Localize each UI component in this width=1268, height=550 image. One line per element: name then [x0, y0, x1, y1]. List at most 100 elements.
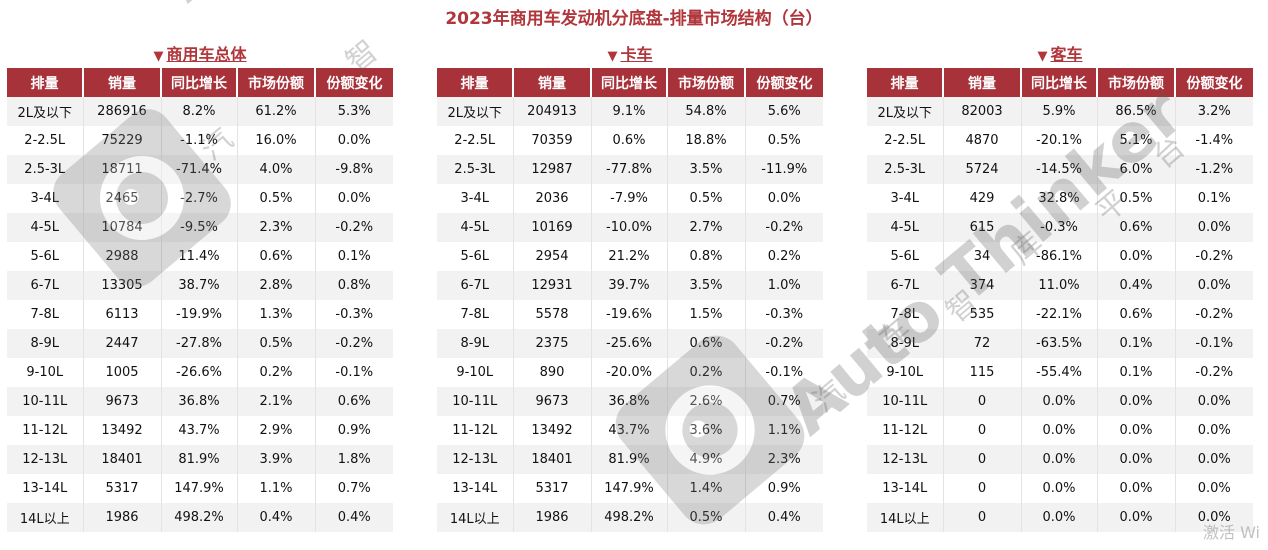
table-row: 2L及以下 204913 9.1% 54.8% 5.6%: [437, 97, 823, 126]
table-cell: -0.2%: [314, 329, 393, 358]
table-cell: -9.5%: [160, 213, 237, 242]
table-row: 5-6L 2988 11.4% 0.6% 0.1%: [7, 242, 393, 271]
table-cell: 0.0%: [314, 184, 393, 213]
table-row: 5-6L 34 -86.1% 0.0% -0.2%: [867, 242, 1253, 271]
section-title: ▼ 客车: [867, 40, 1253, 68]
table-cell: 1005: [82, 358, 161, 387]
table-cell: 8.2%: [160, 97, 237, 126]
table-cell: 5.3%: [314, 97, 393, 126]
table-row: 3-4L 2465 -2.7% 0.5% 0.0%: [7, 184, 393, 213]
table-cell: 38.7%: [160, 271, 237, 300]
table-cell: 0.0%: [1174, 387, 1253, 416]
table-cell: 13-14L: [867, 474, 943, 503]
table-cell: 5317: [512, 474, 591, 503]
table-cell: -27.8%: [160, 329, 237, 358]
table-cell: 615: [942, 213, 1021, 242]
table-cell: -1.4%: [1174, 126, 1253, 155]
table-cell: 1986: [82, 503, 161, 532]
table-cell: 5-6L: [437, 242, 513, 271]
table-row: 2L及以下 82003 5.9% 86.5% 3.2%: [867, 97, 1253, 126]
table-cell: 0.6%: [590, 126, 667, 155]
table-cell: 2036: [512, 184, 591, 213]
table-cell: -20.0%: [590, 358, 667, 387]
table-cell: 0.6%: [1096, 213, 1175, 242]
table-row: 6-7L 374 11.0% 0.4% 0.0%: [867, 271, 1253, 300]
table-cell: -20.1%: [1020, 126, 1097, 155]
table-cell: 0.4%: [744, 503, 823, 532]
table-row: 14L以上 1986 498.2% 0.5% 0.4%: [437, 503, 823, 532]
table-cell: -0.1%: [744, 358, 823, 387]
table-cell: 2.6%: [666, 387, 745, 416]
table-cell: 1.1%: [744, 416, 823, 445]
table-cell: 0.5%: [236, 329, 315, 358]
table-cell: 11.4%: [160, 242, 237, 271]
table-cell: 0.5%: [236, 184, 315, 213]
table-cell: -7.9%: [590, 184, 667, 213]
table-cell: 7-8L: [867, 300, 943, 329]
table-cell: 2447: [82, 329, 161, 358]
table-cell: 0.4%: [314, 503, 393, 532]
table-cell: 2L及以下: [437, 97, 513, 126]
table-cell: 10-11L: [867, 387, 943, 416]
triangle-down-icon: ▼: [607, 49, 618, 64]
table-cell: 0.0%: [1174, 416, 1253, 445]
table-row: 11-12L 0 0.0% 0.0% 0.0%: [867, 416, 1253, 445]
table-cell: 4.0%: [236, 155, 315, 184]
header-row: 排量 销量 同比增长 市场份额 份额变化: [867, 68, 1253, 97]
table-cell: 9673: [82, 387, 161, 416]
table-cell: 9-10L: [867, 358, 943, 387]
table-cell: 2L及以下: [867, 97, 943, 126]
table-cell: 3.2%: [1174, 97, 1253, 126]
triangle-down-icon: ▼: [1037, 49, 1048, 64]
table-cell: 34: [942, 242, 1021, 271]
table-cell: 11-12L: [7, 416, 83, 445]
table-row: 14L以上 1986 498.2% 0.4% 0.4%: [7, 503, 393, 532]
column-header: 份额变化: [744, 68, 823, 97]
table-cell: 0.9%: [314, 416, 393, 445]
table-cell: 6.0%: [1096, 155, 1175, 184]
table-row: 2-2.5L 75229 -1.1% 16.0% 0.0%: [7, 126, 393, 155]
table-row: 8-9L 2375 -25.6% 0.6% -0.2%: [437, 329, 823, 358]
column-header: 销量: [942, 68, 1021, 97]
table-cell: 36.8%: [160, 387, 237, 416]
table-cell: 8-9L: [7, 329, 83, 358]
table-cell: 0: [942, 416, 1021, 445]
table-cell: -55.4%: [1020, 358, 1097, 387]
table-cell: -26.6%: [160, 358, 237, 387]
section-overall: ▼ 商用车总体 排量 销量 同比增长 市场份额 份额变化 2L及以下 286916 8.2% 61.…: [7, 40, 393, 532]
table-cell: 3.6%: [666, 416, 745, 445]
table-cell: 5.1%: [1096, 126, 1175, 155]
table-cell: 147.9%: [590, 474, 667, 503]
page-title: 2023年商用车发动机分底盘-排量市场结构（台）: [445, 9, 823, 29]
table-cell: 0.5%: [744, 126, 823, 155]
table-cell: -0.1%: [1174, 329, 1253, 358]
table-row: 2.5-3L 5724 -14.5% 6.0% -1.2%: [867, 155, 1253, 184]
table-cell: 6-7L: [437, 271, 513, 300]
table-row: 11-12L 13492 43.7% 2.9% 0.9%: [7, 416, 393, 445]
table-cell: 12-13L: [7, 445, 83, 474]
table-cell: 54.8%: [666, 97, 745, 126]
table-row: 6-7L 12931 39.7% 3.5% 1.0%: [437, 271, 823, 300]
table-cell: 8-9L: [867, 329, 943, 358]
table-cell: 5-6L: [867, 242, 943, 271]
table-row: 4-5L 10784 -9.5% 2.3% -0.2%: [7, 213, 393, 242]
table-cell: 0.2%: [666, 358, 745, 387]
column-header: 市场份额: [236, 68, 315, 97]
table-row: 6-7L 13305 38.7% 2.8% 0.8%: [7, 271, 393, 300]
table-row: 11-12L 13492 43.7% 3.6% 1.1%: [437, 416, 823, 445]
table-cell: 204913: [512, 97, 591, 126]
table-cell: -0.3%: [1020, 213, 1097, 242]
table-cell: 1986: [512, 503, 591, 532]
table-cell: 0.1%: [1174, 184, 1253, 213]
table-cell: 12-13L: [867, 445, 943, 474]
table-row: 7-8L 5578 -19.6% 1.5% -0.3%: [437, 300, 823, 329]
table-cell: 18711: [82, 155, 161, 184]
table-cell: 9-10L: [437, 358, 513, 387]
column-header: 销量: [82, 68, 161, 97]
table-cell: 4-5L: [7, 213, 83, 242]
table-row: 12-13L 0 0.0% 0.0% 0.0%: [867, 445, 1253, 474]
table-cell: 4-5L: [437, 213, 513, 242]
table-cell: 2.3%: [744, 445, 823, 474]
table-cell: 2375: [512, 329, 591, 358]
table-cell: 10-11L: [437, 387, 513, 416]
